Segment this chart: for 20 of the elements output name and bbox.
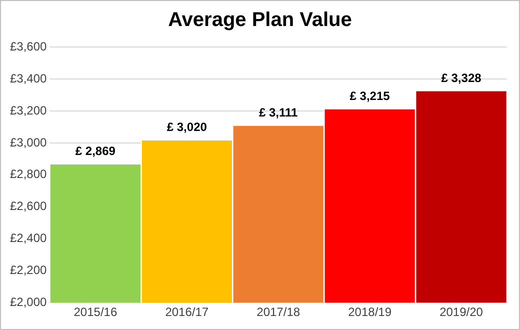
data-label: £ 2,869 [75,144,116,158]
data-label: £ 3,328 [441,70,482,85]
y-tick-label: £2,600 [10,199,48,214]
chart-title: Average Plan Value [167,9,353,32]
x-tick-label: 2019/20 [440,305,484,320]
y-tick-label: £3,000 [10,135,48,150]
x-tick-label: 2017/18 [256,305,300,320]
data-label: £ 3,111 [258,106,298,120]
x-tick-label: 2018/19 [348,305,392,320]
y-tick-label: £2,800 [10,167,48,182]
y-tick-label: £2,400 [10,231,48,246]
y-tick-label: £3,200 [10,103,48,118]
y-tick-label: £2,000 [10,294,48,309]
data-label: £ 3,215 [350,88,390,103]
x-tick-label: 2015/16 [74,305,118,320]
y-tick-label: £3,400 [10,71,48,86]
y-tick-label: £3,600 [10,40,48,54]
x-tick-label: 2016/17 [165,305,209,320]
data-label: £ 3,020 [166,120,208,134]
y-tick-label: £2,200 [10,262,48,277]
